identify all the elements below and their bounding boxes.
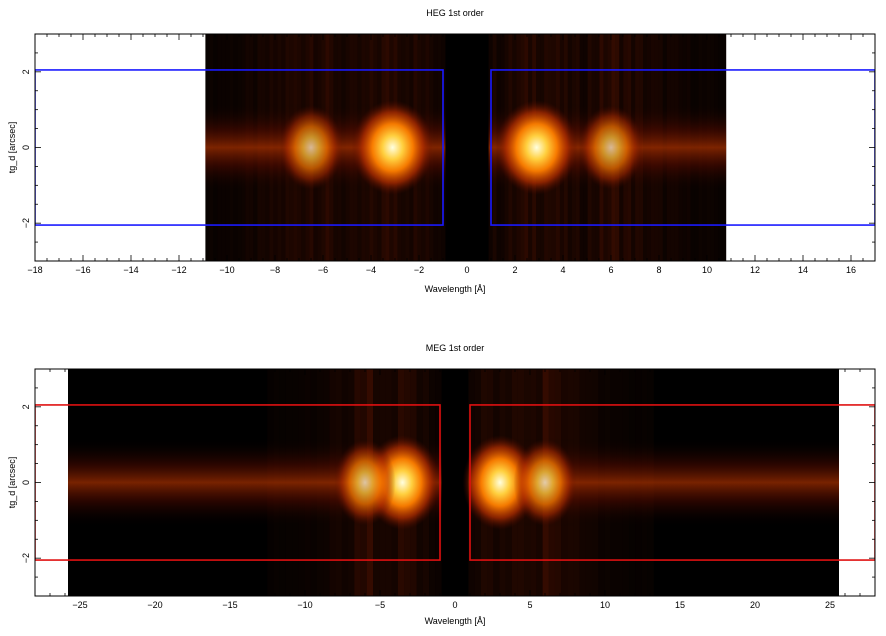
- x-tick-label: −15: [222, 600, 237, 610]
- extraction-region: [35, 404, 441, 561]
- y-tick-label: −2: [21, 218, 31, 228]
- y-tick-label: 2: [21, 404, 31, 409]
- x-tick-label: 0: [464, 265, 469, 275]
- x-tick-label: −25: [72, 600, 87, 610]
- x-tick-label: 8: [656, 265, 661, 275]
- x-tick-label: 10: [600, 600, 610, 610]
- x-tick-label: 14: [798, 265, 808, 275]
- emission-peak: [579, 105, 643, 190]
- x-tick-label: −2: [414, 265, 424, 275]
- chart-title: HEG 1st order: [426, 8, 484, 18]
- y-axis-label: tg_d [arcsec]: [7, 457, 17, 509]
- emission-peak: [334, 439, 396, 526]
- x-tick-label: −14: [123, 265, 138, 275]
- x-tick-label: 2: [512, 265, 517, 275]
- x-tick-label: −8: [270, 265, 280, 275]
- x-tick-label: 5: [527, 600, 532, 610]
- y-tick-label: 0: [21, 145, 31, 150]
- y-tick-label: 0: [21, 480, 31, 485]
- x-tick-label: −12: [171, 265, 186, 275]
- x-tick-label: 20: [750, 600, 760, 610]
- x-tick-label: 15: [675, 600, 685, 610]
- x-axis-label: Wavelength [Å]: [425, 616, 486, 626]
- x-tick-label: 10: [702, 265, 712, 275]
- emission-peak: [513, 438, 577, 527]
- emission-peak: [351, 100, 434, 195]
- x-tick-label: −6: [318, 265, 328, 275]
- plot-area: [35, 34, 875, 261]
- x-tick-label: −10: [219, 265, 234, 275]
- y-axis-label: tg_d [arcsec]: [7, 122, 17, 174]
- extraction-region: [490, 69, 875, 226]
- x-tick-label: 12: [750, 265, 760, 275]
- x-tick-label: −20: [147, 600, 162, 610]
- x-tick-label: −18: [27, 265, 42, 275]
- x-tick-label: −4: [366, 265, 376, 275]
- x-tick-label: −5: [375, 600, 385, 610]
- chart-title: MEG 1st order: [426, 343, 485, 353]
- x-tick-label: 0: [452, 600, 457, 610]
- chart-panel-1: −18 −16 −14 −12 −10 −8 −6 −4 −2 0 2 4 6 8 10 12 14 16 −2 0 2…: [7, 8, 876, 294]
- x-tick-label: 6: [608, 265, 613, 275]
- plot-area: [35, 369, 875, 596]
- y-tick-label: −2: [21, 553, 31, 563]
- x-tick-label: −16: [75, 265, 90, 275]
- x-tick-label: −10: [297, 600, 312, 610]
- extraction-region: [35, 69, 444, 226]
- x-axis-label: Wavelength [Å]: [425, 284, 486, 294]
- emission-peak: [279, 105, 343, 190]
- x-tick-label: 16: [846, 265, 856, 275]
- x-tick-label: 4: [560, 265, 565, 275]
- extraction-region: [469, 404, 875, 561]
- x-tick-label: 25: [825, 600, 835, 610]
- y-tick-label: 2: [21, 69, 31, 74]
- emission-peak: [495, 100, 578, 195]
